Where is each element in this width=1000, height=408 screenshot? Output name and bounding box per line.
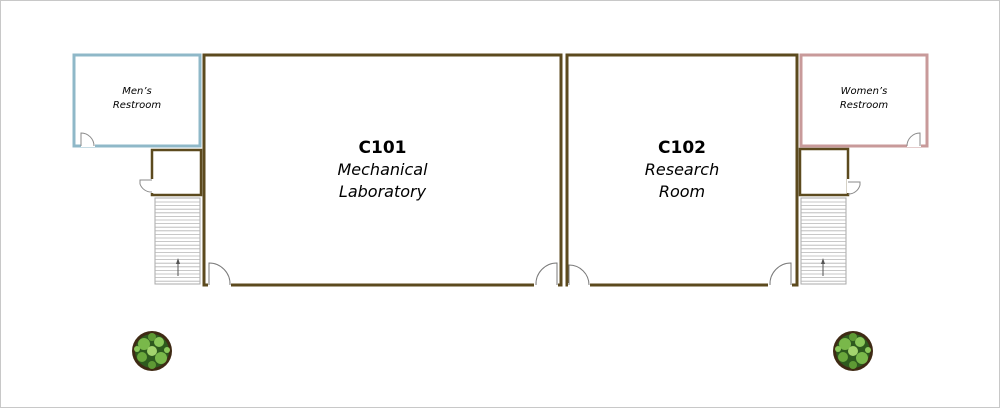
c101-label: C101 Mechanical Laboratory [204, 137, 561, 203]
mens-restroom-line1: Men’s [122, 86, 152, 97]
plant-right [833, 331, 873, 371]
left-stairs [154, 197, 201, 285]
c102-number: C102 [658, 138, 706, 158]
right-stairs [800, 197, 847, 285]
c101-name-line1: Mechanical [337, 160, 428, 179]
plant-left [132, 331, 172, 371]
c101-number: C101 [358, 138, 407, 158]
left-closet [139, 148, 203, 197]
mens-restroom [72, 53, 202, 148]
c102-name-line1: Research [644, 160, 720, 179]
womens-restroom-line2: Restroom [839, 100, 889, 111]
c102-label: C102 Research Room [567, 137, 797, 203]
womens-restroom-line1: Women’s [840, 86, 888, 97]
womens-restroom-label: Women’s Restroom [801, 85, 927, 113]
c101-name-line2: Laboratory [338, 182, 427, 201]
mens-restroom-label: Men’s Restroom [74, 85, 200, 113]
mens-restroom-line2: Restroom [112, 100, 162, 111]
womens-restroom [799, 53, 929, 148]
room-c102 [565, 53, 799, 288]
c102-name-line2: Room [658, 182, 706, 201]
room-c101 [202, 53, 563, 288]
right-closet [798, 147, 861, 197]
